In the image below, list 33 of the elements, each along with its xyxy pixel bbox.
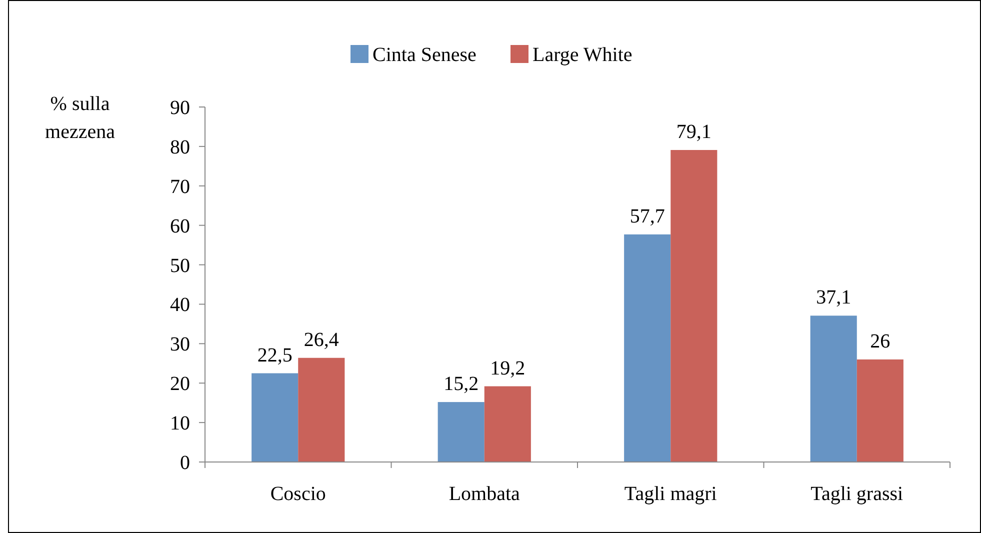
data-label: 15,2 [444,373,479,396]
y-tick-label: 20 [170,373,190,396]
y-tick-label: 10 [170,412,190,435]
legend-label: Large White [532,44,632,66]
x-tick-label: Coscio [270,483,326,505]
y-tick-label: 80 [170,136,190,158]
y-tick-label: 70 [170,176,190,198]
y-tick-label: 50 [170,254,190,277]
x-tick-label: Tagli grassi [810,483,904,505]
bar [670,150,718,462]
data-label: 57,7 [630,205,665,228]
bar [810,316,857,462]
y-tick-label: 0 [180,452,190,474]
bar [856,359,904,462]
legend-label: Cinta Senese [372,44,476,66]
y-tick-label: 60 [170,215,190,238]
bar [484,386,531,462]
data-label: 22,5 [257,344,292,366]
bar [252,373,298,462]
y-tick-label: 40 [170,294,190,316]
y-axis-title: % sulla mezzena [45,93,116,143]
y-tick-label: 90 [170,97,190,119]
bar [298,358,345,462]
data-label: 26,4 [304,328,339,351]
data-label: 37,1 [816,286,852,309]
data-label: 26 [870,330,890,352]
data-label: 19,2 [490,357,526,380]
bar [624,234,671,462]
bar [438,402,484,462]
x-tick-label: Lombata [448,483,520,505]
data-label: 79,1 [676,120,712,143]
x-tick-label: Tagli magri [624,483,718,505]
y-tick-label: 30 [170,334,190,356]
